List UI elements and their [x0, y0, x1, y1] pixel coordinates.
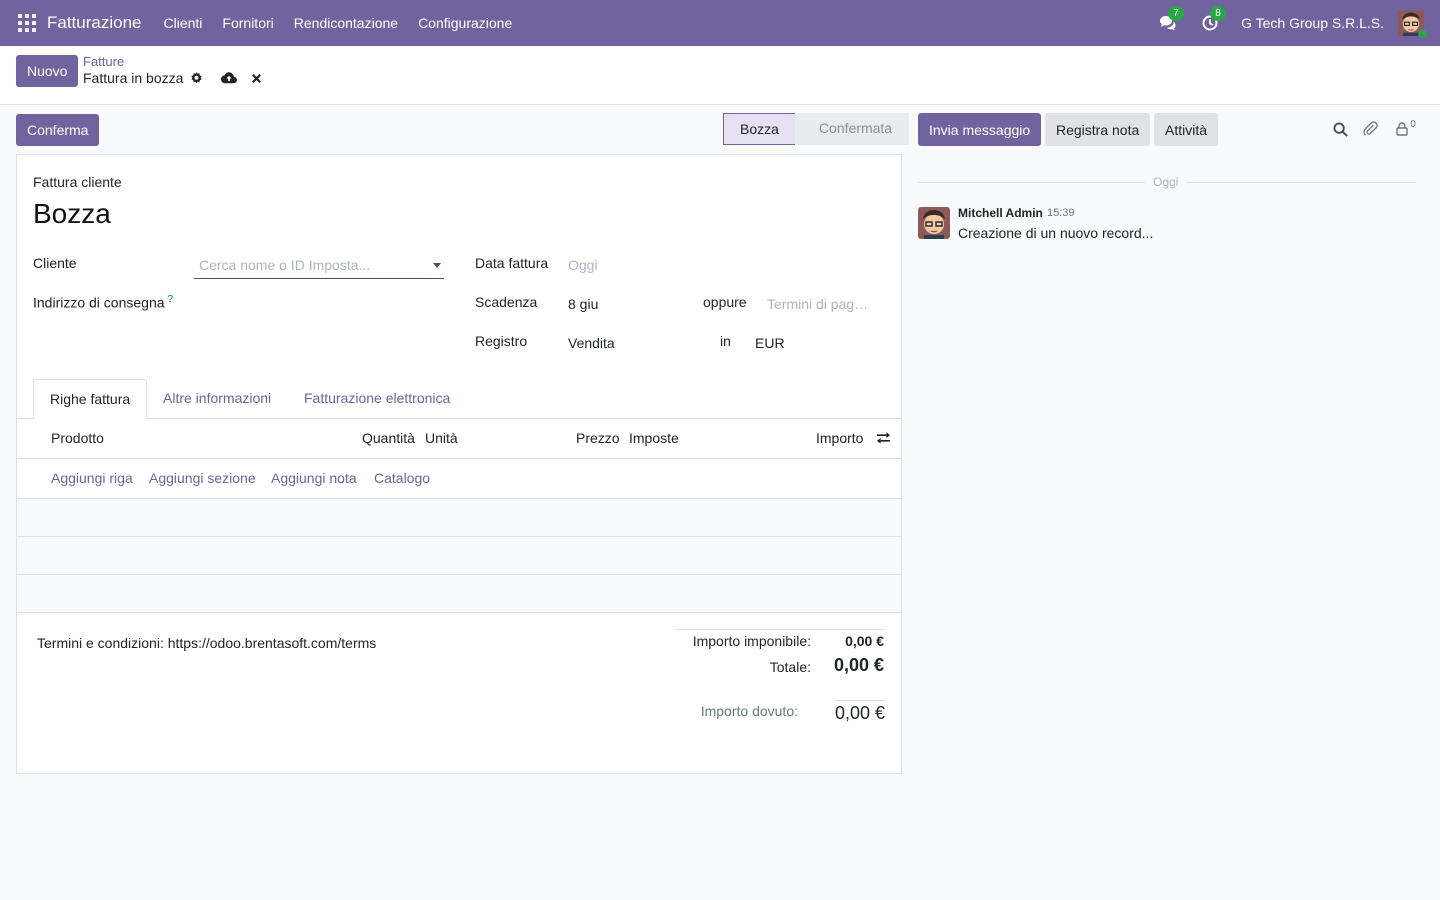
due-date-label: Scadenza	[475, 294, 538, 310]
amount-due-value: 0,00 €	[834, 703, 885, 723]
add-section-link[interactable]: Aggiungi sezione	[149, 470, 256, 486]
menu-item-fornitori[interactable]: Fornitori	[222, 15, 274, 31]
confirm-button[interactable]: Conferma	[16, 114, 100, 146]
column-unit[interactable]: Unità	[425, 430, 458, 446]
followers-button[interactable]: 0	[1391, 118, 1421, 138]
breadcrumb-parent[interactable]: Fatture	[83, 54, 125, 69]
online-status-dot	[1418, 29, 1428, 39]
user-avatar[interactable]	[1398, 10, 1428, 39]
customer-label: Cliente	[33, 255, 77, 271]
menu-item-rendicontazione[interactable]: Rendicontazione	[293, 15, 399, 31]
control-panel: Nuovo Fatture Fattura in bozza	[0, 46, 1440, 105]
messages-button[interactable]: 7	[1157, 6, 1185, 34]
terms-and-conditions: Termini e condizioni: https://odoo.brent…	[37, 635, 377, 651]
delivery-address-label: Indirizzo di consegna?	[33, 294, 173, 311]
customer-placeholder: Cerca nome o ID Imposta...	[199, 257, 371, 273]
discard-close-icon[interactable]	[248, 71, 264, 85]
untaxed-amount-label: Importo imponibile:	[692, 633, 811, 649]
activities-button[interactable]: Attività	[1154, 113, 1219, 146]
column-taxes[interactable]: Imposte	[629, 430, 679, 446]
activities-count-badge: 8	[1210, 6, 1227, 21]
company-switcher[interactable]: G Tech Group S.R.L.S.	[1241, 15, 1384, 31]
invoice-type-label: Fattura cliente	[33, 174, 122, 190]
help-tooltip-icon[interactable]: ?	[167, 294, 174, 305]
new-button[interactable]: Nuovo	[16, 55, 79, 87]
payment-terms-input[interactable]: Termini di pag…	[767, 296, 869, 312]
message-author[interactable]: Mitchell Admin	[958, 206, 1043, 220]
empty-table-row	[17, 499, 901, 537]
status-bar: Bozza Confermata	[723, 113, 910, 145]
app-name[interactable]: Fatturazione	[47, 13, 142, 32]
or-label: oppure	[703, 294, 747, 310]
search-icon[interactable]	[1331, 120, 1349, 138]
gear-icon[interactable]	[188, 71, 204, 85]
column-amount[interactable]: Importo	[816, 430, 864, 446]
invoice-title: Bozza	[33, 198, 111, 229]
stage-confermata-label: Confermata	[818, 120, 893, 136]
add-note-link[interactable]: Aggiungi nota	[271, 470, 357, 486]
tab-e-invoicing[interactable]: Fatturazione elettronica	[304, 390, 451, 406]
followers-count: 0	[1410, 118, 1416, 130]
message-time: 15:39	[1047, 207, 1075, 219]
in-label: in	[720, 333, 731, 349]
messages-count-badge: 7	[1168, 6, 1185, 21]
chevron-down-icon[interactable]	[433, 263, 441, 268]
invoice-date-input[interactable]: Oggi	[568, 257, 598, 273]
apps-menu-icon[interactable]	[18, 14, 36, 32]
column-product[interactable]: Prodotto	[51, 430, 104, 446]
journal-input[interactable]: Vendita	[568, 335, 615, 351]
activities-button[interactable]: 8	[1199, 6, 1227, 34]
invoice-form-sheet: Fattura cliente Bozza Cliente Cerca nome…	[16, 154, 902, 774]
due-divider	[835, 700, 885, 701]
paperclip-icon[interactable]	[1361, 120, 1379, 138]
date-separator-label: Oggi	[1145, 175, 1187, 189]
user-avatar-icon	[918, 207, 950, 239]
total-label: Totale:	[769, 659, 811, 675]
journal-label: Registro	[475, 333, 528, 349]
empty-table-row	[17, 537, 901, 575]
untaxed-amount-value: 0,00 €	[845, 633, 884, 649]
stage-bozza[interactable]: Bozza	[723, 113, 808, 145]
column-quantity[interactable]: Quantità	[362, 430, 415, 446]
lock-icon	[1396, 122, 1408, 136]
add-line-row: Aggiungi riga Aggiungi sezione Aggiungi …	[17, 459, 901, 499]
chat-bubbles-icon	[1160, 16, 1176, 31]
save-cloud-icon[interactable]	[221, 71, 237, 85]
stage-bozza-label: Bozza	[740, 121, 779, 137]
message-author-avatar[interactable]	[918, 207, 950, 239]
amount-due-label: Importo dovuto:	[700, 703, 798, 719]
currency-input[interactable]: EUR	[755, 335, 785, 351]
tab-invoice-lines[interactable]: Righe fattura	[33, 379, 148, 419]
log-note-button[interactable]: Registra nota	[1045, 113, 1151, 146]
menu-item-configurazione[interactable]: Configurazione	[418, 15, 513, 31]
message-body: Creazione di un nuovo record...	[958, 225, 1154, 241]
due-date-input[interactable]: 8 giu	[568, 296, 599, 312]
form-tabs: Righe fattura Altre informazioni Fattura…	[17, 379, 901, 419]
add-line-link[interactable]: Aggiungi riga	[51, 470, 133, 486]
breadcrumb-current: Fattura in bozza	[83, 70, 184, 86]
delivery-address-text: Indirizzo di consegna	[33, 294, 165, 311]
empty-table-row	[17, 575, 901, 613]
tab-other-info[interactable]: Altre informazioni	[163, 390, 272, 406]
invoice-lines-header: Prodotto Quantità Unità Prezzo Imposte I…	[17, 419, 901, 459]
top-navbar: Fatturazione Clienti Fornitori Rendicont…	[0, 0, 1440, 46]
menu-item-clienti[interactable]: Clienti	[163, 15, 203, 31]
send-message-button[interactable]: Invia messaggio	[918, 113, 1042, 146]
catalog-link[interactable]: Catalogo	[374, 470, 431, 486]
invoice-date-label: Data fattura	[475, 255, 549, 271]
total-value: 0,00 €	[833, 655, 884, 675]
optional-columns-icon[interactable]	[876, 431, 891, 448]
stage-confermata[interactable]: Confermata	[794, 113, 910, 145]
customer-input[interactable]: Cerca nome o ID Imposta...	[194, 252, 444, 279]
column-price[interactable]: Prezzo	[576, 430, 620, 446]
user-avatar-icon	[1398, 10, 1424, 36]
totals-divider	[676, 629, 885, 630]
